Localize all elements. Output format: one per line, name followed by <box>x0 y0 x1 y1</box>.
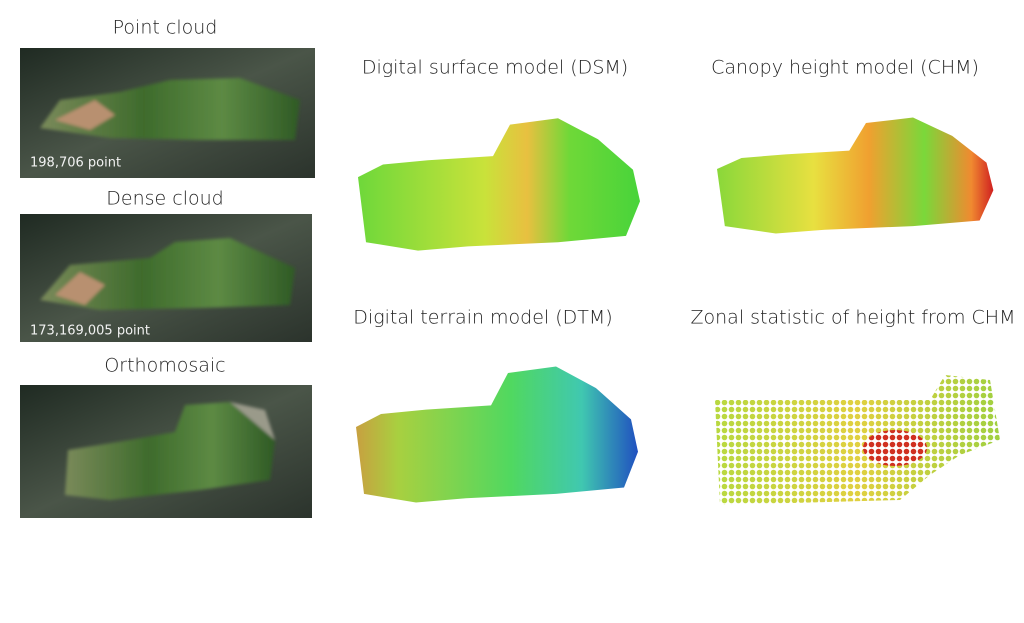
dense-cloud-panel: Dense cloud 173,169,005 point <box>20 188 312 342</box>
panel-title: Digital surface model (DSM) <box>362 57 628 79</box>
panel-title: Canopy height model (CHM) <box>711 57 979 79</box>
zonal-panel: Zonal statistic of height from CHM <box>691 307 1016 505</box>
dsm-panel: Digital surface model (DSM) <box>358 57 640 251</box>
panel-title: Orthomosaic <box>104 355 225 377</box>
orthomosaic-panel: Orthomosaic <box>20 355 312 518</box>
panel-title: Dense cloud <box>106 188 223 210</box>
caption: 173,169,005 point <box>30 324 150 339</box>
caption: 198,706 point <box>30 156 121 171</box>
panel-title: Zonal statistic of height from CHM <box>691 307 1016 329</box>
point-cloud-panel: Point cloud 198,706 point <box>20 17 315 178</box>
panel-title: Digital terrain model (DTM) <box>353 307 612 329</box>
panel-title: Point cloud <box>113 17 218 39</box>
dtm-panel: Digital terrain model (DTM) <box>353 307 638 503</box>
chm-panel: Canopy height model (CHM) <box>711 57 994 234</box>
